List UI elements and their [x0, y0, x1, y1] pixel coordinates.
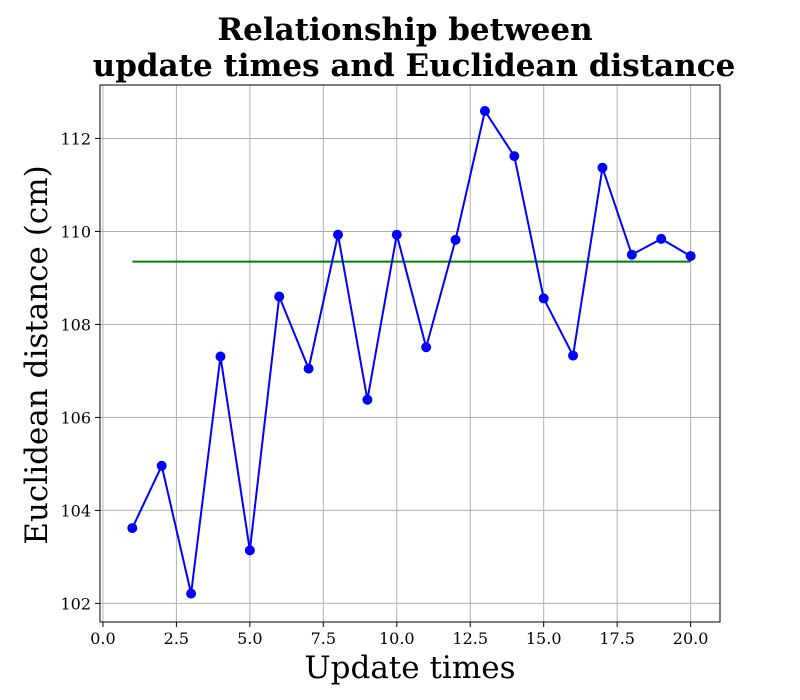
- data-point: [391, 229, 402, 240]
- tick-labels: 0.0 2.5 5.0 7.5 10.0 12.5 15.0 17.5 20.0 102 104 10…: [60, 129, 708, 648]
- y-tick-label: 108: [60, 315, 91, 334]
- plot-frame: [99, 84, 721, 623]
- axes: [99, 84, 721, 623]
- data-point: [362, 394, 373, 405]
- data-point: [127, 523, 138, 534]
- chart-title-line-2: update times and Euclidean distance: [93, 48, 736, 84]
- data-point: [568, 350, 579, 361]
- y-tick-label: 112: [60, 129, 91, 148]
- y-tick-label: 104: [60, 501, 91, 520]
- data-point: [244, 545, 255, 556]
- y-tick-label: 102: [60, 594, 91, 613]
- data-point: [538, 293, 549, 304]
- data-point: [597, 162, 608, 173]
- plot-series: [127, 106, 696, 599]
- data-point: [156, 460, 167, 471]
- data-point: [215, 351, 226, 362]
- data-point: [186, 588, 197, 599]
- x-tick-label: 17.5: [599, 629, 635, 648]
- distance-line: [131, 110, 692, 595]
- data-point: [685, 251, 696, 262]
- chart-title-line-1: Relationship between: [217, 12, 592, 48]
- data-point: [274, 291, 285, 302]
- data-point: [509, 151, 520, 162]
- x-axis-label: Update times: [305, 650, 516, 686]
- data-point: [303, 363, 314, 374]
- data-point: [333, 229, 344, 240]
- x-tick-label: 10.0: [379, 629, 415, 648]
- y-tick-label: 106: [60, 408, 91, 427]
- x-tick-label: 12.5: [452, 629, 488, 648]
- x-tick-label: 7.5: [311, 629, 336, 648]
- x-tick-label: 5.0: [237, 629, 262, 648]
- data-point: [626, 249, 637, 260]
- x-tick-label: 20.0: [673, 629, 709, 648]
- x-tick-label: 2.5: [164, 629, 189, 648]
- y-axis-label: Euclidean distance (cm): [19, 165, 55, 544]
- data-point: [479, 106, 490, 117]
- y-tick-label: 110: [60, 222, 91, 241]
- x-tick-label: 15.0: [526, 629, 562, 648]
- data-point: [656, 233, 667, 244]
- x-tick-label: 0.0: [90, 629, 115, 648]
- data-point: [450, 234, 461, 245]
- data-point: [421, 342, 432, 353]
